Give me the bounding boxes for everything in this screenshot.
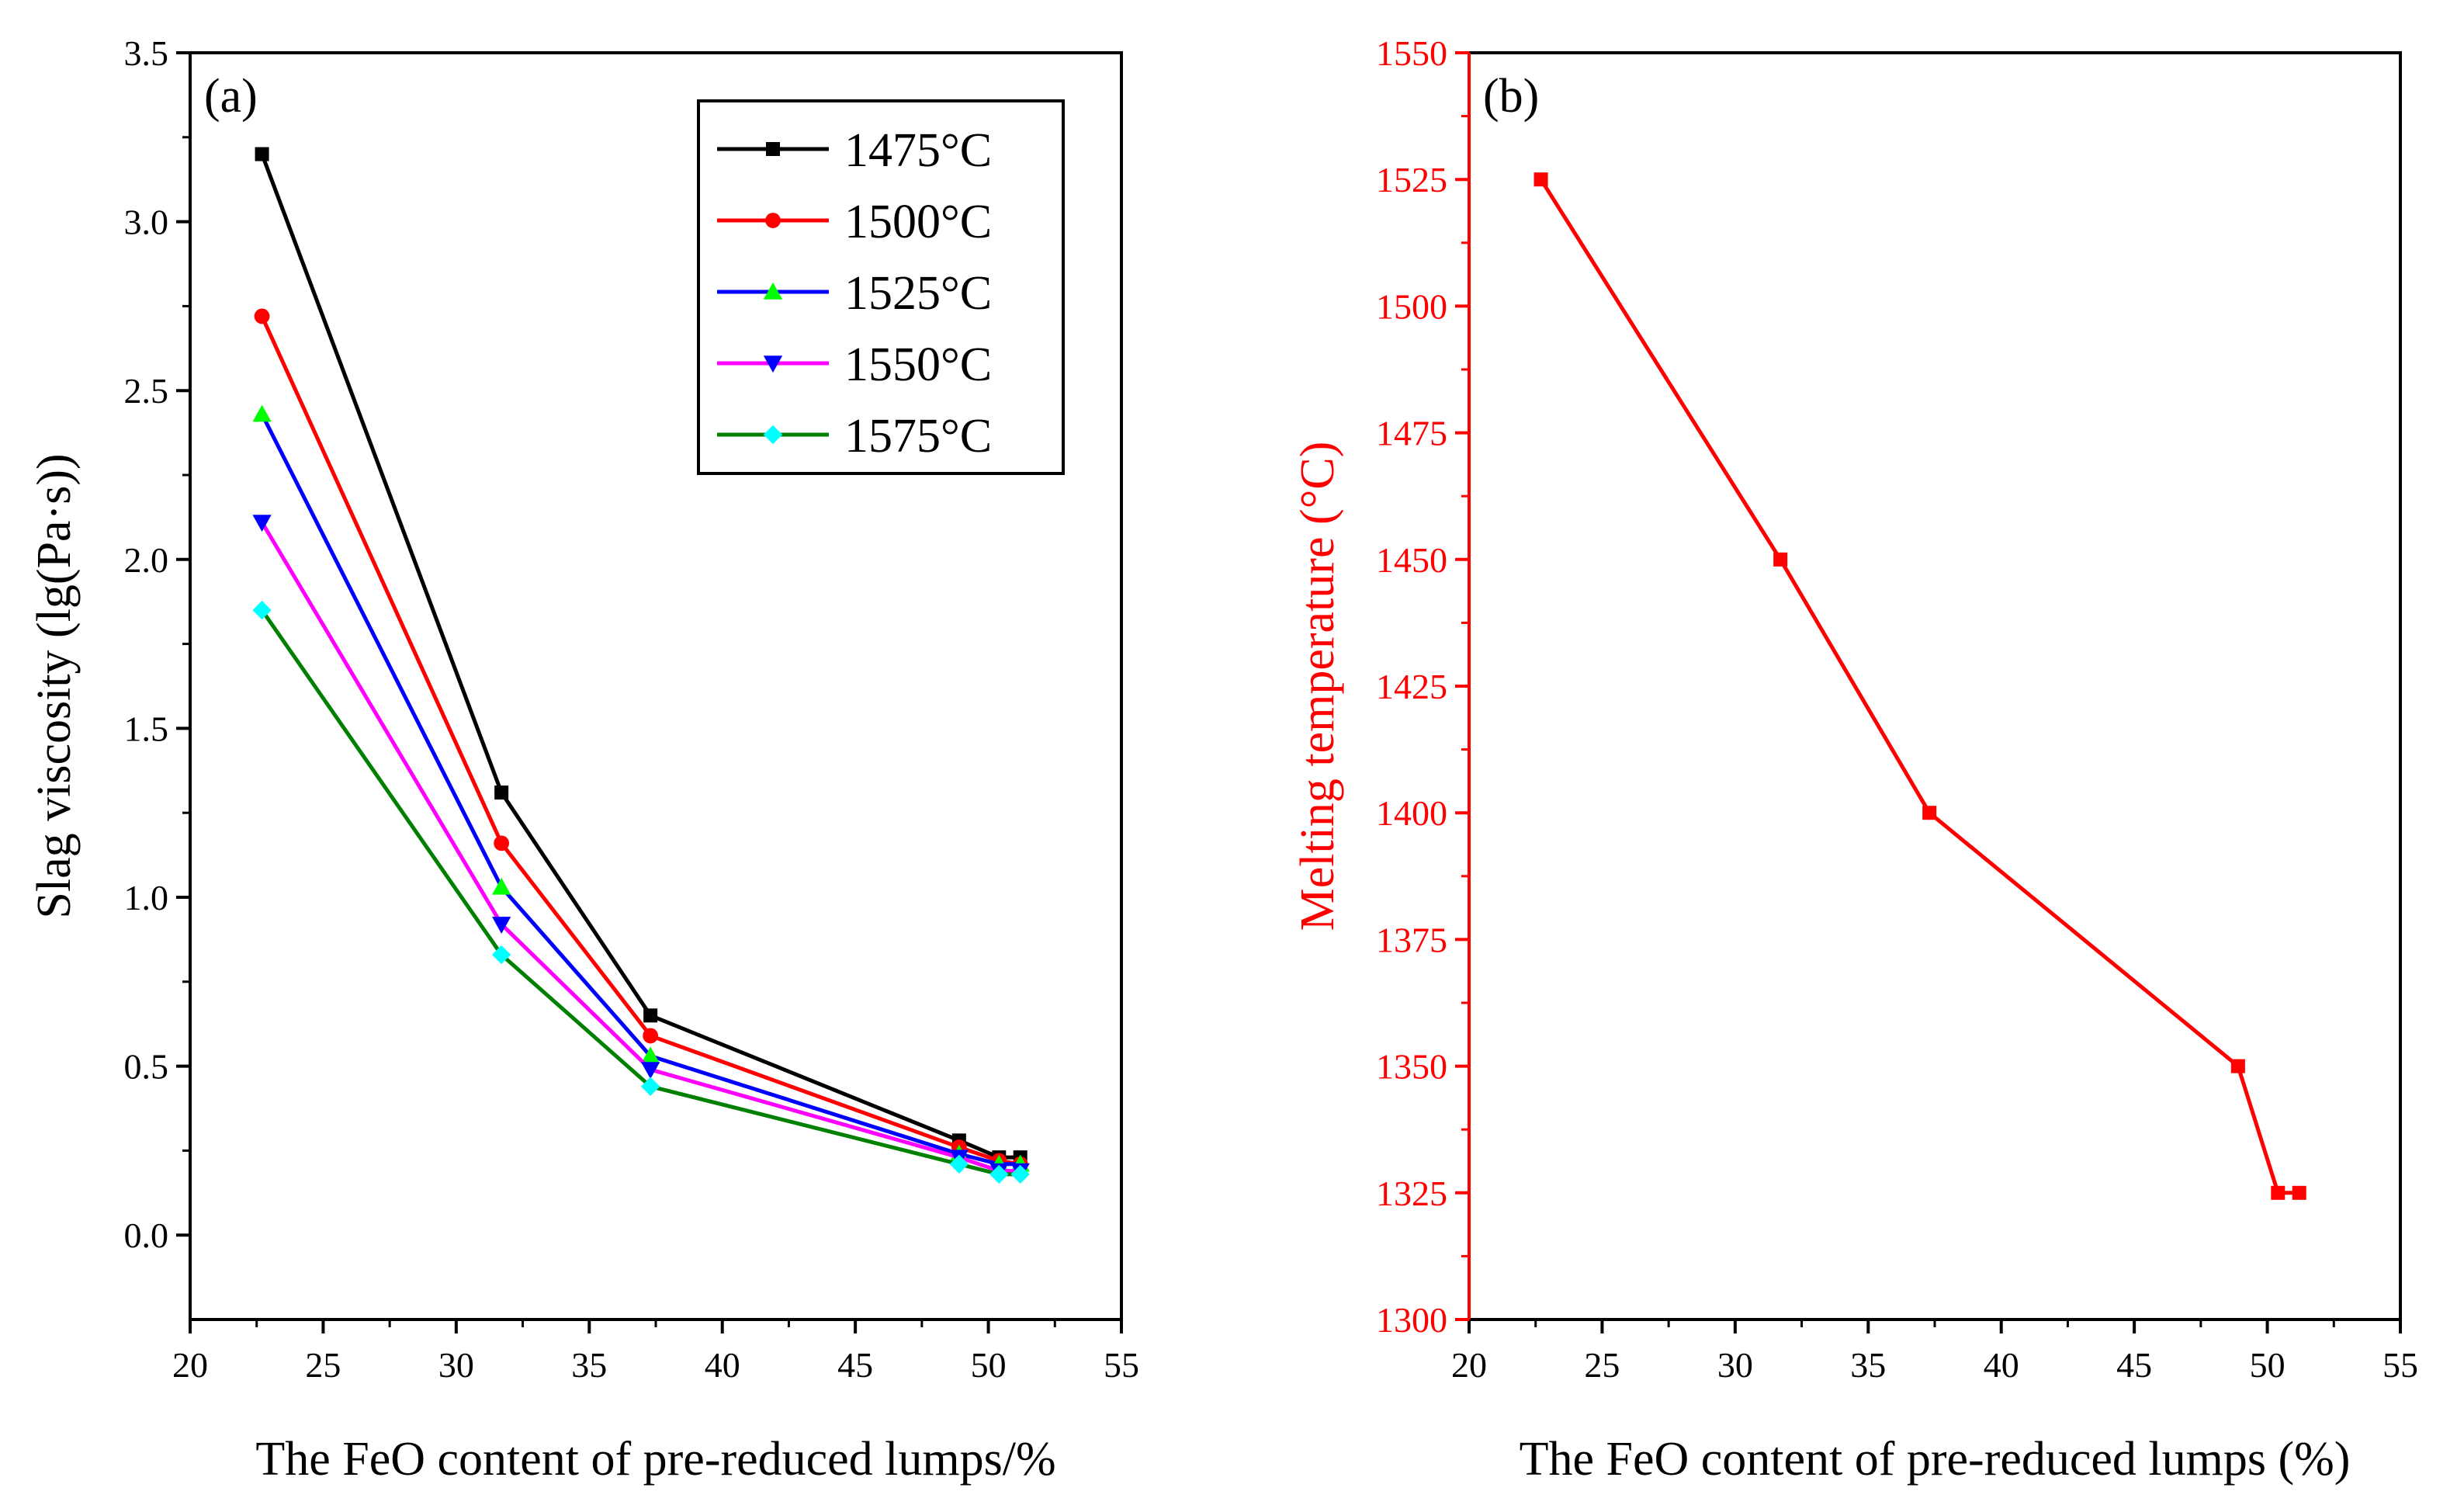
plot-frame xyxy=(1468,51,2402,1321)
panel-label: (b) xyxy=(1483,70,1539,123)
y-tick-label: 1500 xyxy=(1376,286,1447,326)
data-point xyxy=(2230,1059,2245,1073)
y-tick-label: 1.5 xyxy=(124,709,169,748)
y-tick-label: 1325 xyxy=(1376,1174,1447,1213)
chart-panel-b: 20 25 30 35 40 45 50 55 1300 1325 1350 1375 1400 1425… xyxy=(1291,33,2418,1486)
y-tick-label: 0.0 xyxy=(124,1215,169,1255)
data-point xyxy=(252,515,272,532)
series-line xyxy=(1539,178,2299,1195)
data-point xyxy=(989,1164,1009,1184)
data-point xyxy=(255,147,269,161)
x-tick-label: 35 xyxy=(571,1345,607,1385)
legend-label: 1475°C xyxy=(844,124,992,177)
y-tick-label: 1375 xyxy=(1376,920,1447,959)
series-line xyxy=(260,413,1021,1167)
legend-marker xyxy=(763,282,783,300)
y-axis-title: Melting temperature (°C) xyxy=(1291,442,1344,931)
y-tick-label: 1475 xyxy=(1376,414,1447,453)
data-point xyxy=(491,877,511,895)
y-tick-label: 1425 xyxy=(1376,667,1447,706)
series-line xyxy=(260,609,1021,1177)
data-point xyxy=(1534,172,1548,187)
data-point xyxy=(491,945,511,965)
y-tick-label: 1.0 xyxy=(124,878,169,917)
y-tick-label: 1350 xyxy=(1376,1047,1447,1087)
legend-marker xyxy=(763,355,783,373)
data-point xyxy=(252,600,272,620)
data-point xyxy=(1922,806,1937,820)
legend-label: 1525°C xyxy=(844,267,992,320)
x-tick-label: 45 xyxy=(2116,1345,2152,1385)
x-tick-label: 20 xyxy=(172,1345,208,1385)
y-tick-label: 0.5 xyxy=(124,1047,169,1087)
legend-box xyxy=(697,99,1065,475)
x-tick-label: 35 xyxy=(1850,1345,1886,1385)
x-tick-label: 40 xyxy=(705,1345,740,1385)
y-tick-label: 3.0 xyxy=(124,203,169,242)
x-tick-label: 50 xyxy=(2250,1345,2286,1385)
y-tick-label: 3.5 xyxy=(124,33,169,73)
data-point xyxy=(640,1077,660,1096)
chart-panel-a: 20 25 30 35 40 45 50 55 0.0 0.5 1.0 1.5 2.0 2.5 3.0 3.5… xyxy=(28,33,1139,1486)
legend-marker xyxy=(763,425,783,445)
data-point xyxy=(2271,1185,2286,1200)
data-point xyxy=(643,1008,658,1023)
data-point xyxy=(494,785,509,800)
data-point xyxy=(494,835,510,851)
panel-label: (a) xyxy=(204,70,258,123)
x-tick-label: 25 xyxy=(1584,1345,1620,1385)
data-point xyxy=(1010,1164,1030,1184)
data-point xyxy=(491,917,511,934)
x-tick-label: 30 xyxy=(438,1345,474,1385)
legend-label: 1500°C xyxy=(844,196,992,248)
y-tick-label: 1525 xyxy=(1376,160,1447,199)
x-axis-title: The FeO content of pre-reduced lumps (%) xyxy=(1520,1433,2351,1486)
x-tick-label: 55 xyxy=(2383,1345,2418,1385)
series-line xyxy=(260,521,1021,1174)
x-tick-label: 25 xyxy=(305,1345,341,1385)
x-tick-label: 20 xyxy=(1451,1345,1487,1385)
x-tick-label: 50 xyxy=(971,1345,1007,1385)
data-point xyxy=(640,1046,660,1064)
x-tick-label: 40 xyxy=(1984,1345,2019,1385)
legend-marker xyxy=(766,142,780,156)
data-point xyxy=(2292,1185,2306,1200)
y-tick-label: 1450 xyxy=(1376,540,1447,580)
x-axis-title: The FeO content of pre-reduced lumps/% xyxy=(255,1433,1055,1486)
x-tick-label: 30 xyxy=(1717,1345,1753,1385)
data-point xyxy=(949,1154,969,1174)
legend-label: 1550°C xyxy=(844,338,992,391)
y-tick-label: 1300 xyxy=(1376,1300,1447,1340)
data-point xyxy=(643,1028,659,1044)
data-point xyxy=(1773,552,1788,567)
y-tick-label: 1550 xyxy=(1376,33,1447,73)
y-tick-label: 2.0 xyxy=(124,540,169,580)
y-tick-label: 1400 xyxy=(1376,793,1447,833)
data-point xyxy=(254,308,270,324)
data-point xyxy=(252,404,272,422)
legend-label: 1575°C xyxy=(844,410,992,463)
y-axis-title: Slag viscosity (lg(Pa·s)) xyxy=(28,453,81,918)
legend-marker xyxy=(765,213,781,228)
x-tick-label: 45 xyxy=(837,1345,873,1385)
data-point xyxy=(640,1062,660,1080)
x-tick-label: 55 xyxy=(1104,1345,1139,1385)
y-tick-label: 2.5 xyxy=(124,371,169,411)
